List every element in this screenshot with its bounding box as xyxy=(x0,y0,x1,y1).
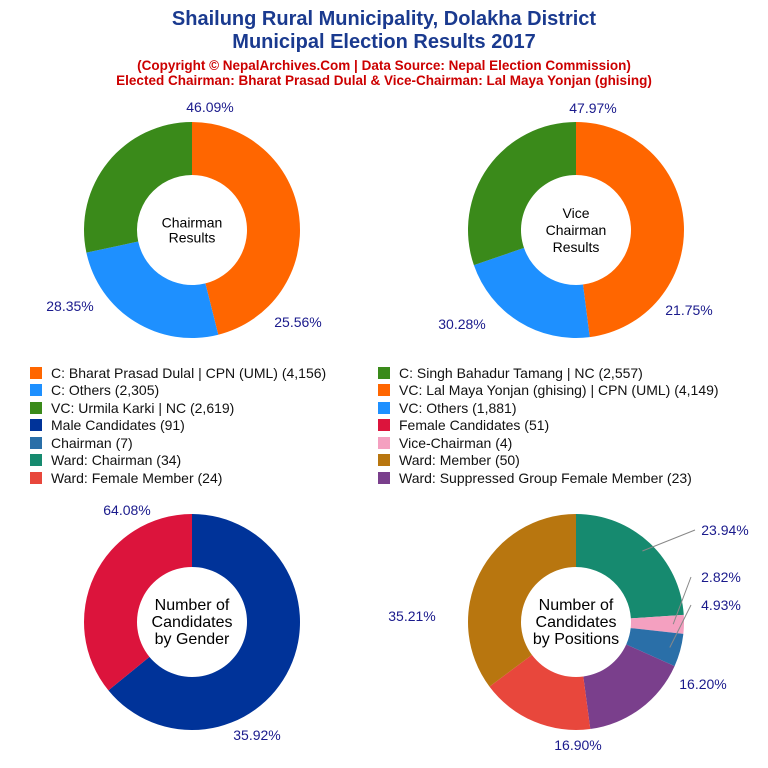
donut-4-percent-label-2: 2.82% xyxy=(701,569,741,585)
donut-2-center-label-3: Results xyxy=(553,239,600,255)
legend-label: Vice-Chairman (4) xyxy=(399,434,513,451)
legend-item: C: Others (2,305) xyxy=(30,382,159,399)
legend-label: Ward: Female Member (24) xyxy=(51,469,223,486)
donut-4-slice-1 xyxy=(576,514,684,619)
legend-label: Male Candidates (91) xyxy=(51,417,185,433)
legend-label: Ward: Chairman (34) xyxy=(51,452,182,468)
legend-item: Vice-Chairman (4) xyxy=(378,434,512,451)
donut-4-slice-4 xyxy=(583,644,675,730)
legend-swatch xyxy=(378,436,390,449)
legend-swatch xyxy=(30,454,42,466)
legend-item: Male Candidates (91) xyxy=(30,417,185,434)
legend-swatch xyxy=(378,384,390,396)
legend-item: Female Candidates (51) xyxy=(378,417,549,434)
donut-1-slice-2 xyxy=(86,241,219,338)
elected-subtitle: Elected Chairman: Bharat Prasad Dulal & … xyxy=(116,73,652,88)
donut-4-center-label-1: Number of xyxy=(539,597,614,614)
donut-2-percent-label-3: 30.28% xyxy=(438,316,485,332)
legend-item: Ward: Member (50) xyxy=(378,452,520,469)
legend-label: C: Others (2,305) xyxy=(51,382,160,398)
donut-4-slice-3 xyxy=(626,628,684,667)
donut-4-center-label-3: by Positions xyxy=(533,631,619,648)
legend-swatch xyxy=(30,436,42,449)
donut-4-center-label-2: Candidates xyxy=(536,614,617,631)
donut-2-slice-2 xyxy=(473,247,590,338)
legend-swatch xyxy=(30,384,42,396)
legend-swatch xyxy=(378,401,390,414)
donut-4-leader-line-2 xyxy=(672,576,692,625)
legend-swatch xyxy=(378,419,390,431)
donut-3-percent-label-1: 64.08% xyxy=(103,502,150,518)
legend-swatch xyxy=(30,419,42,431)
legend-item: C: Singh Bahadur Tamang | NC (2,557) xyxy=(378,364,643,381)
donut-4-percent-label-1: 23.94% xyxy=(701,522,748,538)
legend-swatch xyxy=(378,471,390,484)
donut-3-slice-1 xyxy=(108,514,300,730)
donut-1-slice-3 xyxy=(83,122,192,253)
donut-4-slice-6 xyxy=(467,514,576,687)
chart-title-line2: Municipal Election Results 2017 xyxy=(232,31,536,53)
donut-4-percent-label-6: 35.21% xyxy=(388,608,435,624)
legend-item: C: Bharat Prasad Dulal | CPN (UML) (4,15… xyxy=(30,364,326,381)
donut-1-percent-label-1: 46.09% xyxy=(186,99,233,115)
donut-4-percent-label-4: 16.20% xyxy=(679,676,726,692)
donut-1-center-label-1: Chairman xyxy=(162,215,223,231)
copyright-subtitle: (Copyright © NepalArchives.Com | Data So… xyxy=(137,58,631,73)
legend-item: Ward: Chairman (34) xyxy=(30,452,181,469)
legend-label: Female Candidates (51) xyxy=(399,417,550,433)
legend-item: Ward: Female Member (24) xyxy=(30,469,222,486)
legend-label: C: Singh Bahadur Tamang | NC (2,557) xyxy=(399,364,643,381)
donut-3-center-label-1: Number of xyxy=(155,597,230,614)
chart-title: Shailung Rural Municipality, Dolakha Dis… xyxy=(171,8,597,30)
donut-3-center-label-3: by Gender xyxy=(155,631,230,648)
legend-swatch xyxy=(30,366,42,379)
legend-item: VC: Urmila Karki | NC (2,619) xyxy=(30,399,234,416)
legend-item: VC: Lal Maya Yonjan (ghising) | CPN (UML… xyxy=(378,382,719,399)
donut-4-slice-5 xyxy=(489,654,591,730)
donut-4-percent-label-5: 16.90% xyxy=(554,737,601,753)
legend-label: VC: Urmila Karki | NC (2,619) xyxy=(51,399,235,416)
legend-swatch xyxy=(378,366,390,379)
legend-label: VC: Lal Maya Yonjan (ghising) | CPN (UML… xyxy=(399,382,719,398)
donut-2-percent-label-2: 21.75% xyxy=(665,302,712,318)
donut-4-percent-label-3: 4.93% xyxy=(701,597,741,613)
donut-4-leader-line-3 xyxy=(669,604,692,648)
donut-3-slice-2 xyxy=(83,514,192,691)
legend-label: Chairman (7) xyxy=(51,434,133,451)
donut-2-center-label-1: Vice xyxy=(563,205,590,221)
donut-1-slice-1 xyxy=(192,122,300,335)
legend-swatch xyxy=(30,471,42,484)
legend-label: Ward: Suppressed Group Female Member (23… xyxy=(399,469,692,486)
donut-1-percent-label-2: 25.56% xyxy=(274,314,321,330)
donut-1-percent-label-3: 28.35% xyxy=(46,298,93,314)
legend-label: Ward: Member (50) xyxy=(399,452,520,468)
donut-2-center-label-2: Chairman xyxy=(546,222,607,238)
donut-4-leader-line-1 xyxy=(642,529,696,552)
donut-2-percent-label-1: 47.97% xyxy=(569,100,616,116)
legend-label: C: Bharat Prasad Dulal | CPN (UML) (4,15… xyxy=(51,364,327,381)
legend-label: VC: Others (1,881) xyxy=(399,399,517,416)
donut-1-center-label-2: Results xyxy=(169,230,216,246)
donut-3-percent-label-2: 35.92% xyxy=(233,727,280,743)
legend-item: Ward: Suppressed Group Female Member (23… xyxy=(378,469,692,486)
donut-4-slice-2 xyxy=(630,614,684,634)
legend-swatch xyxy=(30,401,42,414)
legend-item: Chairman (7) xyxy=(30,434,133,451)
donut-2-slice-3 xyxy=(467,122,576,266)
donut-2-slice-1 xyxy=(576,122,684,338)
legend-item: VC: Others (1,881) xyxy=(378,399,517,416)
donut-3-center-label-2: Candidates xyxy=(152,614,233,631)
legend-swatch xyxy=(378,454,390,466)
